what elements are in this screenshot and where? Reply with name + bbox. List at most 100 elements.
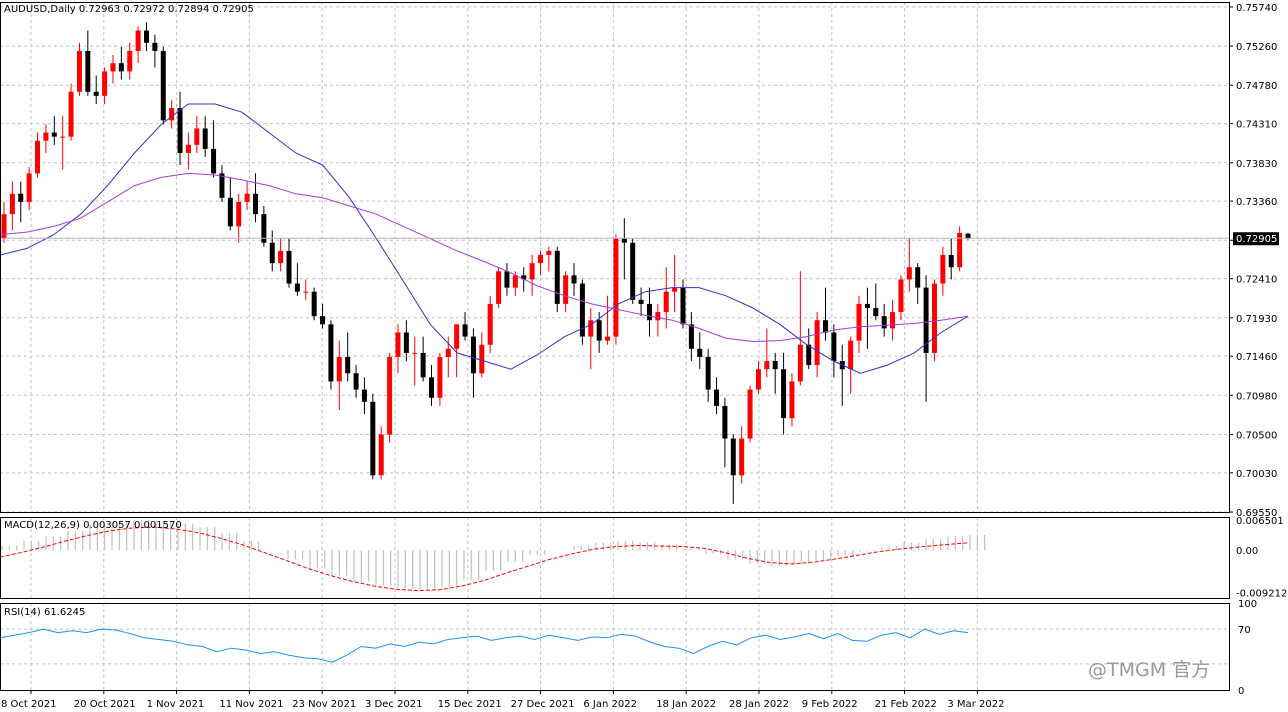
rsi-header: RSI(14) 61.6245 bbox=[4, 607, 85, 618]
candle-body bbox=[110, 63, 116, 72]
y-tick-label: 0.70980 bbox=[1236, 391, 1277, 402]
x-tick-label: 6 Jan 2022 bbox=[583, 699, 637, 710]
candle-body bbox=[663, 291, 669, 313]
candle-body bbox=[487, 303, 493, 345]
candle-body bbox=[160, 50, 166, 121]
candle-body bbox=[211, 148, 217, 174]
candle-body bbox=[730, 438, 736, 476]
candle-body bbox=[714, 389, 720, 406]
y-tick-label: 0.73830 bbox=[1236, 159, 1277, 170]
candle-body bbox=[102, 71, 108, 96]
candle-body bbox=[496, 271, 502, 304]
candle-body bbox=[680, 287, 686, 325]
y-tick-label: 0.74310 bbox=[1236, 120, 1277, 131]
candle-body bbox=[747, 389, 753, 439]
macd-tick-label: 0.006501 bbox=[1236, 516, 1284, 527]
candle-body bbox=[965, 233, 971, 239]
candle-body bbox=[26, 173, 32, 202]
candle-body bbox=[915, 267, 921, 288]
candle-body bbox=[462, 324, 468, 337]
ma-fast-line bbox=[0, 103, 969, 374]
panel-frame bbox=[0, 2, 1230, 513]
y-tick-label: 0.70030 bbox=[1236, 469, 1277, 480]
candle-body bbox=[781, 369, 787, 419]
candle-body bbox=[1, 214, 7, 239]
candle-body bbox=[185, 144, 191, 153]
candle-body bbox=[127, 50, 133, 72]
candle-body bbox=[797, 344, 803, 382]
candle-body bbox=[420, 352, 426, 378]
candle-body bbox=[890, 312, 896, 329]
candle-body bbox=[470, 336, 476, 374]
candle-body bbox=[261, 214, 267, 243]
candle-body bbox=[789, 381, 795, 419]
candle-body bbox=[353, 373, 359, 390]
x-tick-label: 27 Dec 2021 bbox=[511, 699, 575, 710]
candle-body bbox=[764, 361, 770, 370]
watermark: @TMGM 官方 bbox=[1088, 659, 1210, 681]
candle-body bbox=[286, 250, 292, 284]
candle-body bbox=[177, 108, 183, 153]
panel-frame bbox=[0, 603, 1230, 691]
candle-body bbox=[948, 254, 954, 268]
candle-body bbox=[898, 279, 904, 313]
candle-body bbox=[403, 332, 409, 353]
panel-frame bbox=[0, 517, 1230, 599]
candle-body bbox=[655, 312, 661, 321]
candle-body bbox=[605, 336, 611, 341]
candle-body bbox=[278, 250, 284, 264]
candle-body bbox=[194, 128, 200, 145]
candle-body bbox=[378, 434, 384, 476]
candle-body bbox=[51, 132, 57, 137]
candle-body bbox=[60, 136, 66, 138]
x-tick-label: 3 Dec 2021 bbox=[365, 699, 423, 710]
x-tick-label: 9 Feb 2022 bbox=[802, 699, 858, 710]
candle-body bbox=[429, 377, 435, 398]
candle-body bbox=[328, 324, 334, 382]
candle-body bbox=[35, 140, 41, 174]
candle-body bbox=[144, 30, 150, 43]
macd-signal-line bbox=[0, 526, 969, 592]
x-tick-label: 23 Nov 2021 bbox=[292, 699, 356, 710]
candle-body bbox=[931, 283, 937, 353]
candle-body bbox=[169, 108, 175, 121]
candle-body bbox=[202, 128, 208, 149]
ma-slow-line bbox=[0, 172, 969, 343]
candle-body bbox=[881, 316, 887, 329]
x-tick-label: 3 Mar 2022 bbox=[947, 699, 1004, 710]
candle-body bbox=[630, 242, 636, 300]
candle-body bbox=[806, 344, 812, 366]
candle-body bbox=[118, 63, 124, 72]
x-tick-label: 28 Jan 2022 bbox=[729, 699, 789, 710]
candle-body bbox=[873, 308, 879, 317]
candle-body bbox=[814, 320, 820, 366]
candle-body bbox=[244, 193, 250, 202]
candle-body bbox=[387, 356, 393, 435]
candle-body bbox=[512, 275, 518, 288]
candle-body bbox=[672, 287, 678, 292]
main-header: AUDUSD,Daily 0.72963 0.72972 0.72894 0.7… bbox=[4, 4, 254, 15]
panel-frames bbox=[0, 2, 1230, 691]
candle-body bbox=[546, 250, 552, 255]
x-tick-label: 18 Jan 2022 bbox=[656, 699, 716, 710]
y-tick-label: 0.70500 bbox=[1236, 430, 1277, 441]
candle-body bbox=[227, 197, 233, 227]
y-tick-label: 0.69550 bbox=[1236, 508, 1277, 519]
rsi-tick-label: 100 bbox=[1238, 599, 1257, 610]
candle-body bbox=[361, 389, 367, 402]
candle-body bbox=[252, 193, 258, 215]
candle-body bbox=[613, 238, 619, 337]
x-tick-label: 20 Oct 2021 bbox=[74, 699, 136, 710]
candle-body bbox=[537, 254, 543, 264]
candle-body bbox=[848, 340, 854, 370]
candle-body bbox=[445, 348, 451, 357]
candle-body bbox=[563, 275, 569, 304]
candle-body bbox=[412, 352, 418, 354]
candle-body bbox=[588, 320, 594, 337]
candle-body bbox=[688, 324, 694, 349]
candle-body bbox=[739, 438, 745, 476]
candle-body bbox=[822, 320, 828, 333]
y-tick-label: 0.72410 bbox=[1236, 275, 1277, 286]
candle-body bbox=[705, 356, 711, 390]
macd-tick-label: -0.009212 bbox=[1236, 589, 1287, 600]
